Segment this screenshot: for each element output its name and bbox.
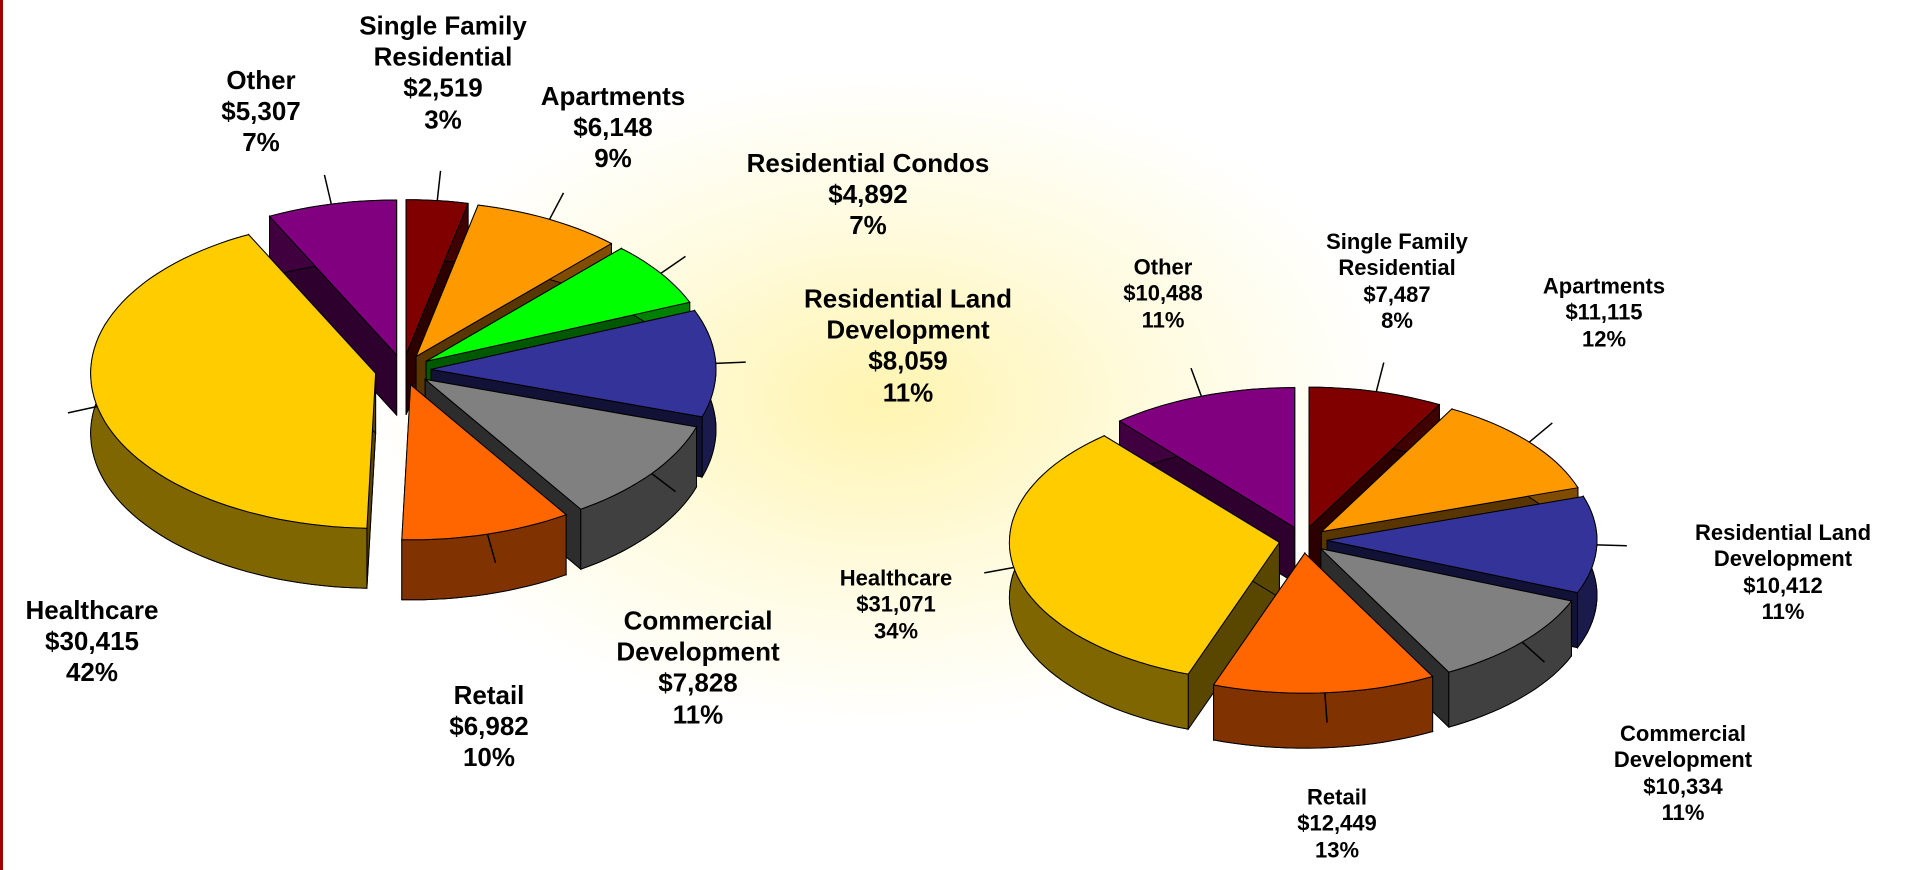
category-label: Single Family Residential [1326, 229, 1468, 281]
category-label: Single Family Residential [359, 10, 527, 72]
slice-label: Apartments $6,148 9% [503, 81, 723, 175]
category-label: Apartments [1542, 273, 1666, 299]
category-label: Other [226, 65, 296, 96]
slice [1319, 408, 1579, 533]
category-label: Healthcare [25, 595, 159, 626]
slice-label: Commercial Development $7,828 11% [593, 606, 803, 731]
value-label: $10,488 [1123, 280, 1203, 306]
slice-label: Residential Condos $4,892 7% [703, 148, 1033, 242]
category-label: Healthcare [839, 565, 953, 591]
charts [67, 170, 1627, 749]
slice-label: Residential Land Development $8,059 11% [783, 284, 1033, 409]
slice [1212, 552, 1434, 694]
value-label: $6,982 [449, 711, 529, 742]
percent-label: 7% [849, 210, 887, 241]
value-label: $2,519 [403, 73, 483, 103]
slice-label: Other $10,488 11% [1088, 254, 1238, 333]
percent-label: 12% [1581, 326, 1627, 352]
percent-label: 11% [1141, 307, 1185, 333]
percent-label: 11% [1761, 599, 1805, 625]
value-label: $12,449 [1297, 810, 1377, 836]
slice [90, 234, 377, 529]
slice-label: Retail $6,982 10% [414, 680, 564, 774]
leader-line [1190, 367, 1203, 397]
slice-label: Single Family Residential $7,487 8% [1297, 229, 1497, 335]
leader-line [1528, 422, 1553, 443]
leader-line [1375, 362, 1385, 392]
slice-label: Apartments $11,115 12% [1519, 273, 1689, 352]
category-label: Residential Land Development [803, 283, 1013, 345]
leader-line [651, 472, 676, 493]
percent-label: 11% [882, 377, 934, 408]
percent-label: 34% [873, 618, 919, 644]
percent-label: 7% [242, 127, 280, 158]
category-label: Other [1133, 254, 1193, 280]
slice-label: Residential Land Development $10,412 11% [1673, 520, 1893, 626]
category-label: Retail [1307, 784, 1367, 810]
slice-label: Healthcare $30,415 42% [2, 595, 182, 689]
category-label: Apartments [540, 81, 686, 112]
value-label: $8,059 [868, 346, 948, 376]
percent-label: 13% [1314, 837, 1360, 863]
slice-label: Healthcare $31,071 34% [821, 565, 971, 644]
value-label: $4,892 [828, 179, 908, 210]
leader-line [323, 174, 333, 205]
value-label: $10,412 [1743, 573, 1823, 598]
category-label: Commercial Development [1613, 721, 1753, 773]
category-label: Residential Land Development [1694, 520, 1872, 572]
value-label: $6,148 [573, 112, 653, 143]
leader-line [67, 405, 98, 414]
leader-line [1324, 692, 1328, 723]
leader-line [548, 192, 565, 220]
slice [425, 247, 691, 362]
percent-label: 10% [462, 742, 516, 773]
category-label: Residential Condos [746, 148, 990, 179]
value-label: $7,487 [1363, 282, 1431, 307]
value-label: $5,307 [221, 96, 301, 127]
value-label: $30,415 [45, 626, 139, 657]
leader-line [984, 566, 1014, 574]
category-label: Retail [453, 680, 525, 711]
value-label: $31,071 [856, 591, 936, 617]
slice [1308, 386, 1441, 529]
leader-line [715, 361, 746, 365]
leader-line [660, 255, 686, 274]
percent-label: 11% [1661, 800, 1705, 826]
category-label: Commercial Development [616, 605, 780, 667]
value-label: $11,115 [1565, 299, 1643, 325]
value-label: $10,334 [1643, 774, 1723, 799]
percent-label: 11% [672, 699, 724, 730]
slice-label: Single Family Residential $2,519 3% [328, 11, 558, 136]
leader-line [486, 533, 497, 564]
slice [1008, 435, 1281, 675]
slice-label: Commercial Development $10,334 11% [1593, 721, 1773, 827]
slice [1319, 547, 1573, 673]
slice-label: Other $5,307 7% [186, 65, 336, 159]
leader-line [436, 170, 442, 201]
leader-line [1596, 544, 1627, 547]
percent-label: 42% [65, 657, 119, 688]
slice-label: Retail $12,449 13% [1262, 784, 1412, 863]
leader-line [1521, 641, 1546, 663]
percent-label: 9% [594, 143, 632, 174]
percent-label: 8% [1381, 308, 1413, 334]
percent-label: 3% [424, 104, 462, 135]
value-label: $7,828 [658, 668, 738, 698]
